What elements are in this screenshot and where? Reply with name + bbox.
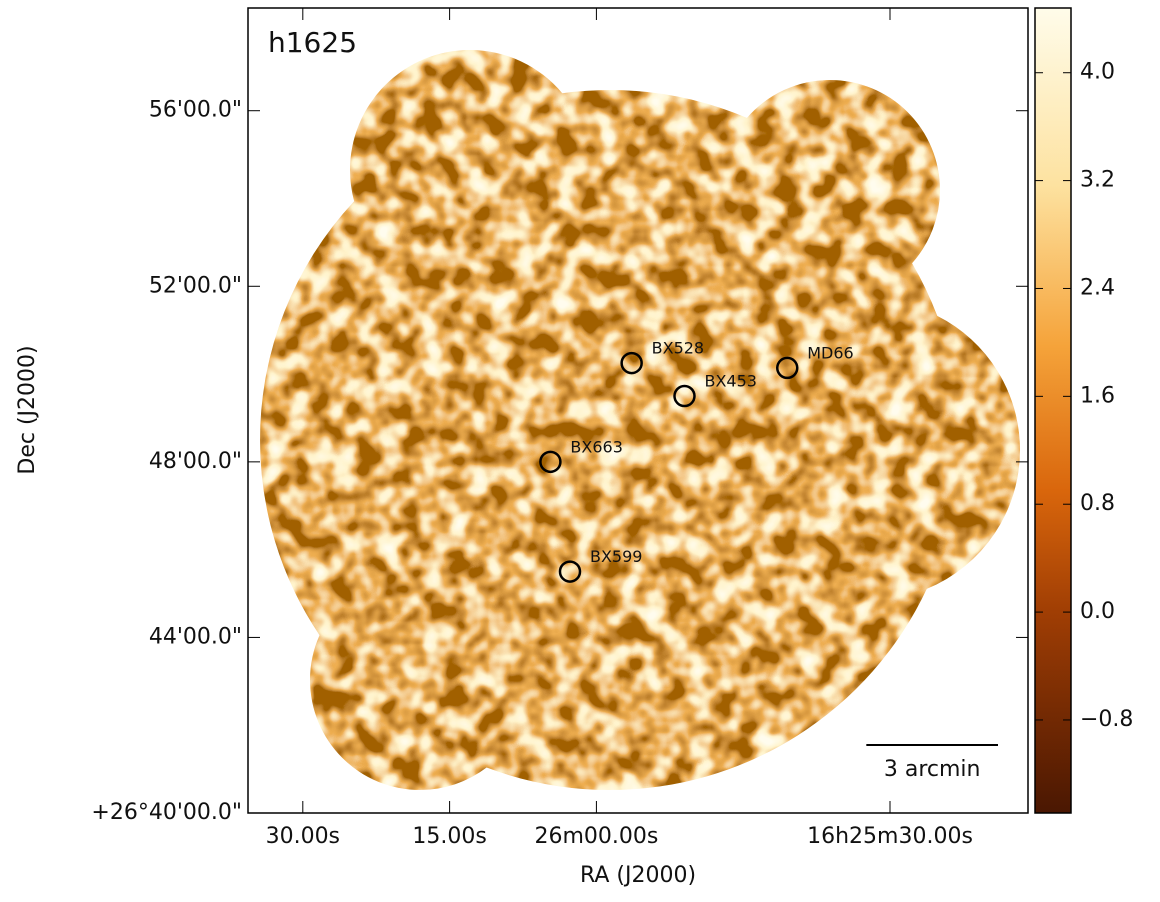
y-tick-label: 44'00.0" xyxy=(149,624,242,649)
x-tick-label: 15.00s xyxy=(412,824,486,849)
x-tick-label: 30.00s xyxy=(266,824,340,849)
source-marker xyxy=(620,351,643,375)
y-tick-label: 52'00.0" xyxy=(149,273,242,298)
x-axis-label: RA (J2000) xyxy=(580,863,696,888)
y-tick-label: +26°40'00.0" xyxy=(91,800,242,825)
colorbar-tick-label: 0.8 xyxy=(1080,491,1115,516)
colorbar-tick-label: 3.2 xyxy=(1080,168,1115,193)
colorbar-tick-label: −0.8 xyxy=(1080,707,1133,732)
colorbar-tick-label: 4.0 xyxy=(1080,60,1115,85)
y-axis-label: Dec (J2000) xyxy=(15,345,40,474)
source-label: BX528 xyxy=(652,339,704,358)
colorbar-tick-label: 2.4 xyxy=(1080,275,1115,300)
source-label: BX453 xyxy=(704,372,756,391)
x-tick-label: 26m00.00s xyxy=(534,824,658,849)
source-label: MD66 xyxy=(807,343,853,362)
source-marker xyxy=(775,356,799,380)
source-marker xyxy=(558,560,582,583)
colorbar xyxy=(1034,7,1072,814)
x-tick-label: 16h25m30.00s xyxy=(807,824,973,849)
scale-bar-label: 3 arcmin xyxy=(884,757,981,782)
y-tick-label: 56'00.0" xyxy=(149,98,242,123)
source-marker xyxy=(673,384,696,408)
source-marker xyxy=(539,450,562,474)
colorbar-tick-label: 1.6 xyxy=(1080,383,1115,408)
image xyxy=(260,50,1020,790)
frame xyxy=(247,7,1029,814)
source-label: BX599 xyxy=(590,547,642,566)
chart-title: h1625 xyxy=(268,26,357,59)
colorbar-tick-label: 0.0 xyxy=(1080,599,1115,624)
flux-map xyxy=(260,50,1020,790)
source-label: BX663 xyxy=(570,437,622,456)
y-tick-label: 48'00.0" xyxy=(149,449,242,474)
